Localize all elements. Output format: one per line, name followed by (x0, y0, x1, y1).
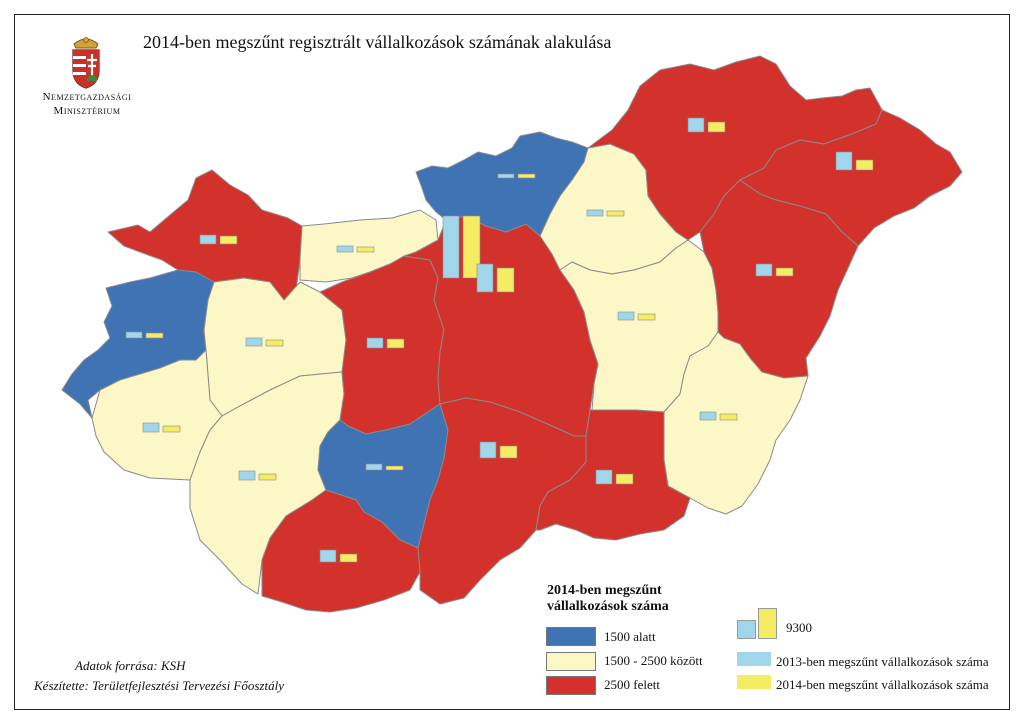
legend-swatch-above-2500 (546, 676, 596, 695)
legend-scale-value: 9300 (786, 620, 812, 635)
bar-2013-gyor-moson-sopron (199, 234, 217, 245)
author-credit: Készítette: Területfejlesztési Tervezési… (34, 678, 284, 693)
bar-2013-somogy (238, 470, 256, 481)
legend-label-below-1500: 1500 alatt (604, 629, 656, 644)
legend-bar-swatch-2014 (737, 675, 771, 689)
legend-title: 2014-ben megszűnt vállalkozások száma (547, 583, 669, 615)
bar-2013-budapest (442, 215, 460, 279)
bar-2013-fejer (366, 337, 384, 349)
legend-title-line2: vállalkozások száma (547, 599, 669, 614)
bar-2013-zala (142, 422, 160, 433)
bar-2013-pest (476, 263, 494, 293)
bar-2014-somogy (258, 473, 277, 481)
legend-swatch-between (546, 652, 596, 671)
bar-2014-jasz-nagykun-szolnok (637, 313, 656, 321)
bar-2014-bekes (719, 413, 738, 421)
map-title: 2014-ben megszűnt regisztrált vállalkozá… (143, 32, 612, 52)
bar-2014-csongrad (615, 473, 634, 485)
bar-2013-jasz-nagykun-szolnok (617, 311, 635, 321)
bar-2014-fejer (386, 338, 405, 349)
bar-2013-baranya (319, 549, 337, 563)
data-source: Adatok forrása: KSH (75, 658, 186, 673)
legend-title-line1: 2014-ben megszűnt (547, 583, 662, 598)
bar-2013-nograd (497, 173, 515, 179)
bar-2013-hajdu-bihar (755, 263, 773, 277)
bar-2014-bacs-kiskun (499, 445, 518, 459)
ministry-line2: Minisztérium (53, 105, 121, 117)
bar-2013-vas (125, 331, 143, 339)
bar-2014-heves (606, 210, 625, 217)
legend-swatch-below-1500 (546, 627, 596, 646)
county-hajdu-bihar (699, 179, 859, 379)
legend-bar-label-2014: 2014-ben megszűnt vállalkozások száma (776, 677, 989, 692)
legend-bar-swatch-2013 (737, 652, 771, 666)
bar-2013-borsod-abauj-zemplen (687, 117, 705, 133)
bar-2014-komarom-esztergom (356, 246, 375, 253)
county-bacs-kiskun (417, 397, 587, 605)
bar-2014-gyor-moson-sopron (219, 235, 238, 245)
county-csongrad (535, 409, 691, 541)
county-baranya (261, 489, 421, 613)
legend-scale-bar-2013 (737, 620, 756, 639)
bar-2014-veszprem (265, 339, 284, 347)
bar-2014-baranya (339, 553, 358, 563)
ministry-name: Nemzetgazdasági Minisztérium (22, 90, 152, 118)
hungarian-coat-of-arms-icon (72, 37, 100, 89)
legend-bar-label-2013: 2013-ben megszűnt vállalkozások száma (776, 654, 989, 669)
legend-label-between: 1500 - 2500 között (604, 653, 703, 668)
bar-2014-szabolcs-szatmar-bereg (855, 159, 874, 171)
bar-2013-tolna (365, 463, 383, 471)
bar-2014-pest (496, 267, 515, 293)
bar-2013-csongrad (595, 469, 613, 485)
bar-2014-budapest (462, 215, 481, 279)
legend-scale-bar-2014 (758, 608, 777, 639)
county-zala (91, 349, 223, 481)
bar-2014-borsod-abauj-zemplen (707, 121, 726, 133)
bar-2013-bacs-kiskun (479, 441, 497, 459)
bar-2014-zala (162, 425, 181, 433)
bar-2013-veszprem (245, 337, 263, 347)
bar-2014-nograd (517, 173, 536, 179)
bar-2013-heves (586, 209, 604, 217)
bar-2014-vas (145, 332, 164, 339)
bar-2014-hajdu-bihar (775, 267, 794, 277)
bar-2013-komarom-esztergom (336, 245, 354, 253)
legend-label-above-2500: 2500 felett (604, 677, 660, 692)
ministry-line1: Nemzetgazdasági (42, 91, 132, 103)
bar-2013-szabolcs-szatmar-bereg (835, 151, 853, 171)
bar-2014-tolna (385, 465, 404, 471)
bar-2013-bekes (699, 411, 717, 421)
